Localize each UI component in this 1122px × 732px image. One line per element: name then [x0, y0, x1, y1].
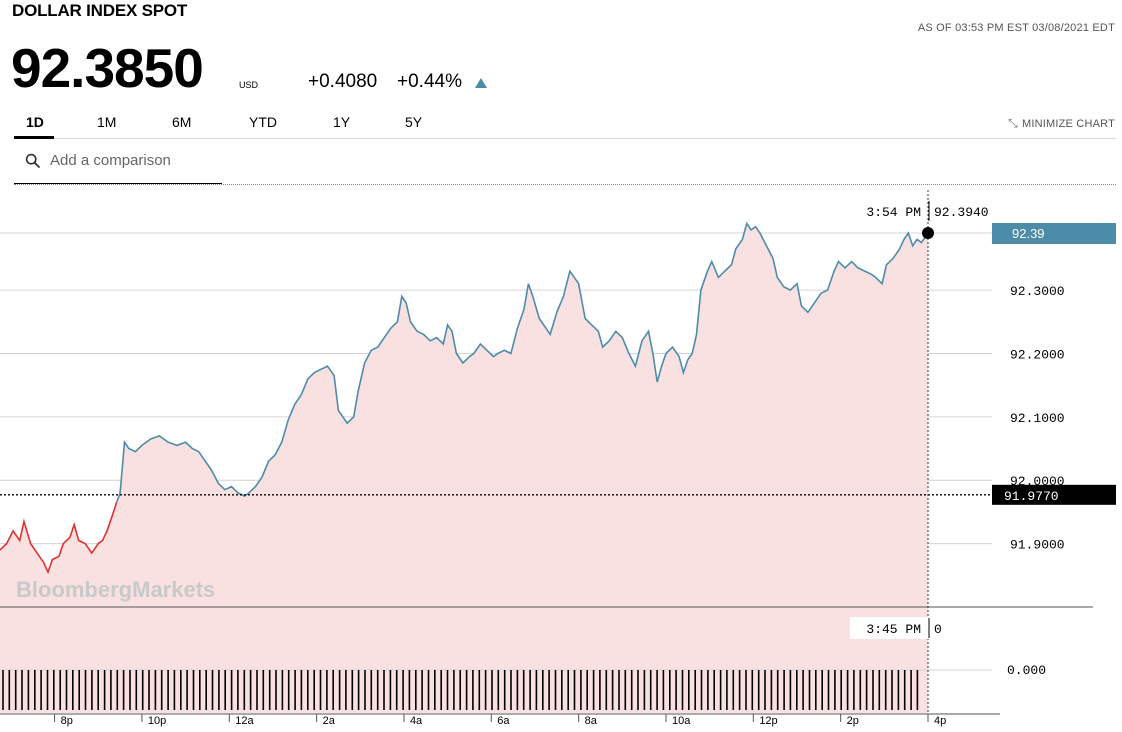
x-tick-label: 4p	[934, 715, 946, 727]
x-tick-label: 6a	[497, 715, 510, 727]
search-icon	[25, 153, 40, 168]
tab-ytd[interactable]: YTD	[249, 114, 277, 130]
price-change-percent: +0.44%	[397, 71, 462, 92]
x-tick-label: 12a	[235, 715, 254, 727]
volume-background	[0, 607, 928, 713]
tab-1m[interactable]: 1M	[97, 114, 117, 130]
y-tick-label: 92.2000	[1010, 347, 1065, 362]
as-of-timestamp: AS OF 03:53 PM EST 03/08/2021 EDT	[917, 22, 1115, 34]
watermark: BloombergMarkets	[16, 577, 215, 602]
last-value-text: 92.39	[1012, 226, 1045, 241]
x-tick-label: 10a	[672, 715, 691, 727]
price-line-below-close	[0, 502, 118, 575]
x-tick-label: 10p	[148, 715, 166, 727]
x-tick-label: 8p	[61, 715, 73, 727]
x-tick-label: 8a	[585, 715, 598, 727]
previous-close-label-background	[992, 484, 1116, 505]
last-point-marker	[922, 227, 934, 240]
collapse-arrows-icon: ⤡	[1008, 116, 1018, 130]
x-tick-label: 2a	[323, 715, 336, 727]
tab-1y[interactable]: 1Y	[333, 114, 351, 130]
triangle-up-icon	[475, 78, 487, 88]
crosshair-time: 3:54 PM	[866, 205, 921, 220]
chart-top-rule	[14, 184, 1116, 185]
tab-1d[interactable]: 1D	[26, 114, 44, 130]
x-tick-label: 4a	[410, 715, 423, 727]
volume-crosshair-time: 3:45 PM	[866, 622, 921, 637]
y-tick-label: 92.3000	[1010, 284, 1065, 299]
instrument-title: DOLLAR INDEX SPOT	[12, 1, 188, 20]
price-line-above-close	[115, 221, 929, 503]
crosshair-readout: 3:54 PM 92.3940	[866, 201, 989, 221]
last-value-label-background	[992, 223, 1116, 245]
last-value-label: 92.39	[992, 223, 1116, 245]
comparison-search	[14, 145, 222, 184]
tabs-divider	[14, 138, 1116, 139]
volume-area	[0, 606, 1093, 713]
x-axis: 8p 10p 12a 2a 4a 6a 8a 10a 12p 2p 4p	[0, 713, 1000, 727]
volume-crosshair-value: 0	[934, 622, 942, 637]
price-change: +0.4080	[308, 71, 378, 92]
tab-5y[interactable]: 5Y	[405, 114, 423, 130]
price-area-fill	[0, 223, 928, 607]
crosshair-value: 92.3940	[934, 205, 989, 220]
y-tick-label: 92.1000	[1010, 411, 1065, 426]
volume-crosshair-readout: 3:45 PM 0	[850, 617, 948, 639]
minimize-chart-button[interactable]: ⤡ MINIMIZE CHART	[1008, 116, 1115, 131]
last-price: 92.3850	[11, 37, 204, 99]
x-tick-label: 2p	[847, 715, 859, 727]
x-tick-label: 12p	[759, 715, 777, 727]
volume-y-tick: 0.000	[1007, 663, 1046, 678]
tab-6m[interactable]: 6M	[172, 114, 192, 130]
minimize-chart-label: MINIMIZE CHART	[1021, 118, 1115, 130]
volume-readout-background	[850, 617, 948, 639]
active-tab-indicator	[14, 136, 54, 139]
previous-close-text: 91.9770	[1004, 489, 1059, 504]
comparison-search-input[interactable]	[48, 151, 222, 170]
volume-bars	[2, 670, 919, 710]
currency-label: USD	[239, 80, 259, 90]
previous-close-label: 91.9770	[992, 484, 1116, 505]
y-tick-label: 91.9000	[1010, 538, 1065, 553]
